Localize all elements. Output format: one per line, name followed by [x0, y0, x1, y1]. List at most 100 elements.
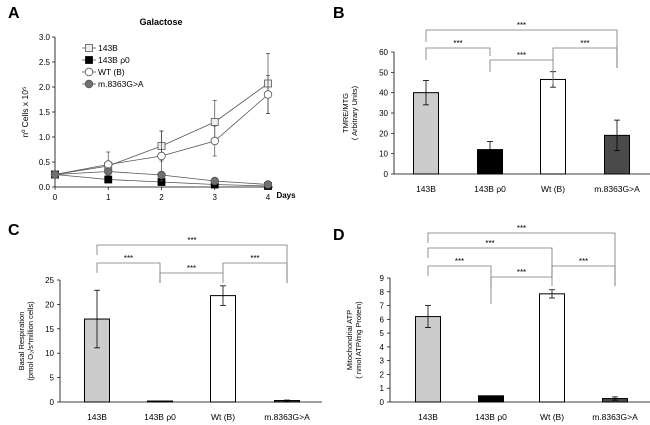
y-tick-label: 1.0 — [39, 133, 51, 142]
category-label: 143B ρ0 — [475, 412, 507, 422]
data-point — [104, 167, 113, 176]
significance-bracket — [425, 47, 491, 60]
legend-entry: 143B ρ0 — [98, 55, 130, 65]
y-tick-label: 20 — [379, 129, 388, 138]
y-tick-label: 8 — [380, 288, 385, 297]
y-tick-label: 50 — [379, 68, 388, 77]
data-point — [210, 176, 219, 186]
significance-bracket — [551, 265, 616, 286]
significance-bracket — [222, 262, 288, 283]
y-tick-label: 0 — [384, 170, 389, 179]
panel-b: B 0 10 20 30 40 50 60 TMRE/MTG( Arbitrary Units)… — [333, 5, 650, 194]
x-tick-label: 0 — [53, 193, 58, 202]
significance-label: *** — [579, 257, 588, 266]
chart-title: Galactose — [139, 17, 182, 27]
y-axis-label: ( nmol ATP/mg Protein) — [354, 301, 363, 379]
category-label: Wt (B) — [540, 412, 564, 422]
significance-label: *** — [485, 239, 494, 248]
significance-bracket — [552, 47, 618, 68]
significance-label: *** — [517, 224, 526, 233]
significance-bracket — [96, 244, 288, 283]
category-label: 143B — [87, 412, 107, 422]
category-label: Wt (B) — [211, 412, 235, 422]
significance-label: *** — [580, 39, 589, 48]
y-axis-label: (pmol O₂/s*million cells) — [26, 301, 35, 381]
x-axis-label: Days — [276, 191, 296, 200]
legend-marker — [84, 79, 94, 89]
y-tick-label: 2.5 — [39, 58, 51, 67]
bar — [539, 293, 565, 403]
panel-label: B — [333, 5, 345, 22]
category-label: 143B — [418, 412, 438, 422]
y-tick-label: 6 — [380, 315, 385, 324]
y-tick-label: 20 — [45, 300, 54, 309]
panel-d: D 0 1 2 3 4 5 6 7 8 9 Mitochondrial ATP( nmol ATP/m… — [333, 224, 650, 422]
y-axis-label: nº Cells x 10⁵ — [20, 86, 30, 137]
y-tick-label: 4 — [380, 343, 385, 352]
data-point — [157, 151, 166, 161]
y-tick-label: 25 — [45, 276, 54, 285]
y-axis-label: TMRE/MTG — [341, 93, 350, 133]
category-label: Wt (B) — [541, 184, 565, 194]
category-label: m.8363G>A — [592, 412, 638, 422]
y-tick-label: 10 — [45, 349, 54, 358]
x-tick-label: 4 — [266, 193, 271, 202]
y-tick-label: 0 — [380, 398, 385, 407]
y-tick-label: 0.5 — [39, 158, 51, 167]
bar — [540, 78, 566, 175]
y-tick-label: 15 — [45, 325, 54, 334]
legend-entry: WT (B) — [98, 67, 125, 77]
y-tick-label: 7 — [380, 302, 385, 311]
x-tick-label: 1 — [106, 193, 111, 202]
y-tick-label: 3.0 — [39, 33, 51, 42]
significance-bracket — [96, 262, 161, 283]
panel-label: D — [333, 227, 345, 244]
significance-bracket — [427, 232, 616, 286]
data-point — [157, 170, 166, 180]
panel-a: A Galactose 0.0 0.5 1.0 1.5 2.0 2.5 3.0 0 1 2 3 4 Days… — [8, 5, 296, 202]
significance-label: *** — [124, 254, 133, 263]
y-tick-label: 0.0 — [39, 183, 51, 192]
bar — [84, 318, 110, 403]
y-tick-label: 1 — [380, 384, 385, 393]
y-tick-label: 5 — [380, 329, 385, 338]
y-axis-label: ( Arbitrary Units) — [350, 85, 359, 140]
y-tick-label: 60 — [379, 48, 388, 57]
y-tick-label: 40 — [379, 89, 388, 98]
data-point — [50, 170, 60, 179]
panel-label: C — [8, 222, 20, 239]
y-tick-label: 10 — [379, 150, 388, 159]
significance-bracket — [489, 59, 554, 84]
legend-marker — [85, 44, 93, 52]
y-tick-label: 5 — [50, 374, 55, 383]
data-point — [104, 175, 113, 184]
significance-label: *** — [517, 268, 526, 277]
bar — [210, 295, 236, 403]
y-tick-label: 3 — [380, 357, 385, 366]
y-tick-label: 9 — [380, 274, 385, 283]
significance-label: *** — [187, 236, 196, 245]
significance-label: *** — [455, 257, 464, 266]
legend-marker — [84, 67, 94, 77]
significance-label: *** — [187, 264, 196, 273]
y-tick-label: 30 — [379, 109, 388, 118]
category-label: 143B ρ0 — [474, 184, 506, 194]
significance-bracket — [159, 272, 224, 283]
bar — [147, 400, 173, 403]
significance-bracket — [427, 247, 553, 277]
significance-label: *** — [517, 51, 526, 60]
data-point — [210, 136, 219, 146]
significance-label: *** — [517, 21, 526, 30]
x-tick-label: 3 — [213, 193, 218, 202]
data-point — [263, 90, 273, 99]
legend-entry: m.8363G>A — [98, 79, 144, 89]
category-label: m.8363G>A — [264, 412, 310, 422]
significance-label: *** — [453, 39, 462, 48]
significance-bracket — [490, 276, 553, 287]
series-3: m.8363G>A — [50, 79, 273, 189]
significance-bracket — [425, 29, 618, 68]
significance-label: *** — [250, 254, 259, 263]
category-label: 143B — [416, 184, 436, 194]
panel-label: A — [8, 5, 20, 22]
